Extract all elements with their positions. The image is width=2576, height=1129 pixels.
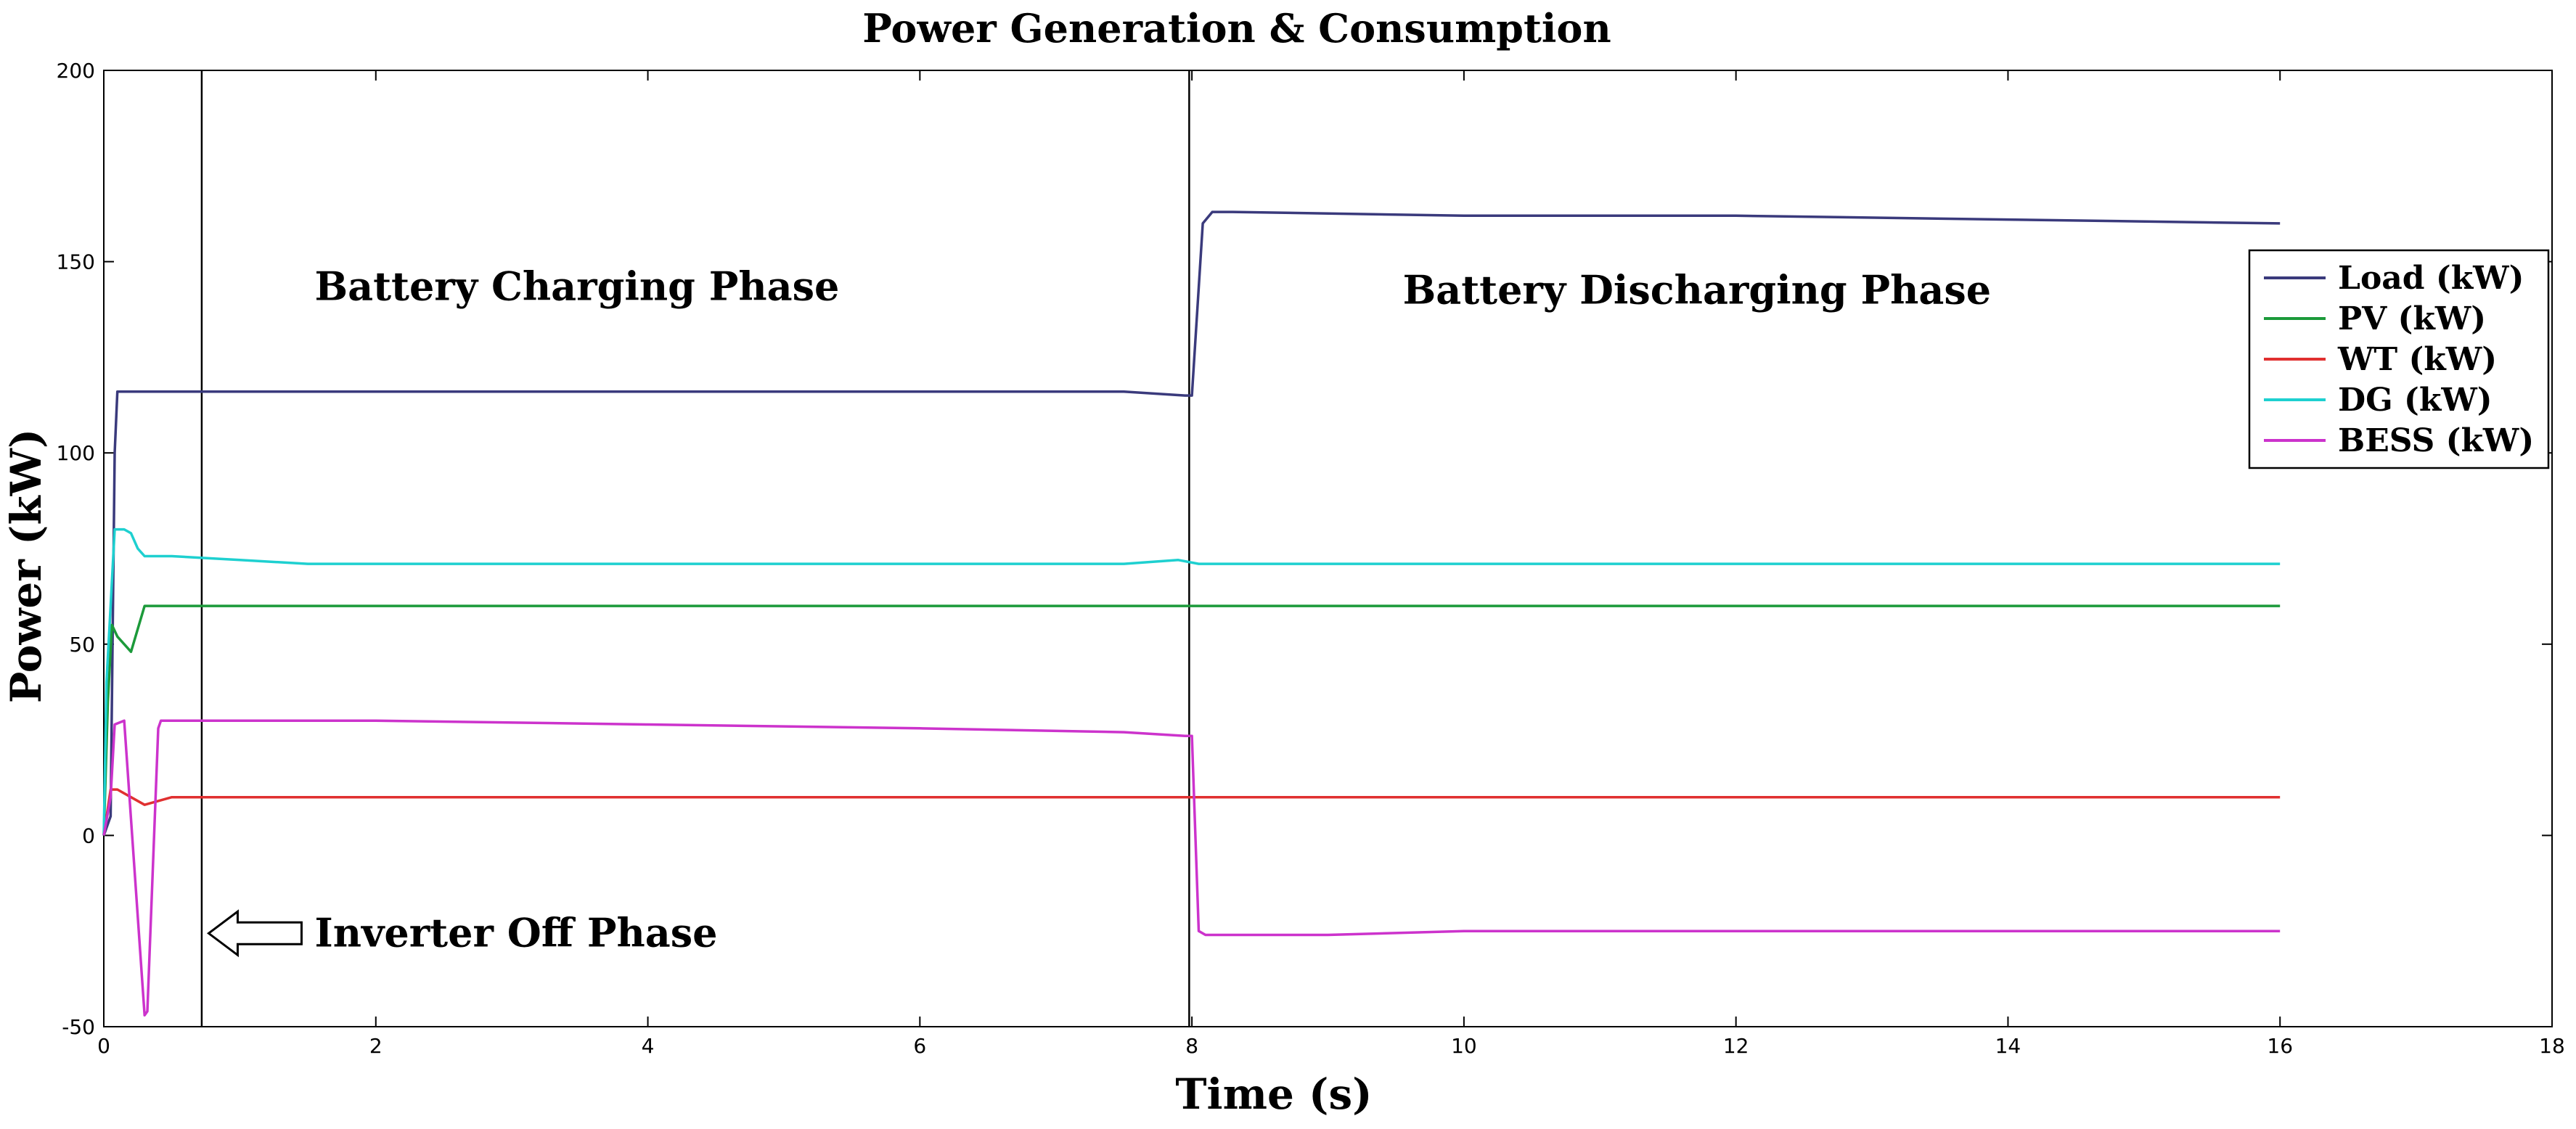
x-tick-label: 4 [642,1034,655,1058]
x-axis-label: Time (s) [1175,1070,1372,1119]
x-axis-ticks: 0 2 4 6 8 10 12 14 16 18 [97,70,2565,1058]
y-tick-label: 0 [82,824,95,847]
series-line-load-kw [102,210,2281,836]
x-tick-label: 8 [1185,1034,1198,1058]
y-axis-ticks: -50 0 50 100 150 200 [57,59,2552,1039]
legend-entry-label: BESS (kW) [2338,422,2534,459]
series-lines [102,210,2281,1017]
x-tick-label: 6 [913,1034,926,1058]
x-tick-label: 16 [2267,1034,2293,1058]
legend-entry-label: Load (kW) [2338,260,2524,297]
series-line-wt-kw [102,788,2281,836]
annotation-label: Battery Discharging Phase [1403,267,1992,313]
legend-entry-label: WT (kW) [2337,341,2497,378]
x-tick-label: 14 [1995,1034,2021,1058]
annotation-label: Battery Charging Phase [314,263,839,309]
y-tick-label: 200 [57,59,95,83]
x-tick-label: 2 [369,1034,383,1058]
legend-entry-label: DG (kW) [2338,382,2493,419]
annotation-label: Inverter Off Phase [314,909,717,956]
y-tick-label: 100 [57,441,95,465]
y-tick-label: -50 [62,1015,95,1039]
series-line-dg-kw [102,527,2281,836]
series-line-bess-kw [102,719,2281,1017]
plot-area [103,70,2553,1027]
y-tick-label: 50 [69,633,95,657]
x-tick-label: 10 [1451,1034,1477,1058]
left-arrow-icon [206,909,303,958]
phase-divider-lines [200,70,1190,1027]
x-tick-label: 12 [1723,1034,1749,1058]
y-tick-label: 150 [57,250,95,274]
plot-frame [103,70,2553,1027]
legend: Load (kW)PV (kW) WT (kW) DG (kW)BESS (kW) [2248,249,2550,469]
phase-annotations: Battery Charging Phase Battery Dischargin… [206,263,1992,958]
x-tick-label: 18 [2539,1034,2565,1058]
x-tick-label: 0 [97,1034,110,1058]
legend-entry-label: PV (kW) [2338,300,2486,337]
y-axis-label: Power (kW) [1,429,51,704]
chart-title: Power Generation & Consumption [862,5,1611,52]
series-line-pv-kw [102,604,2281,836]
